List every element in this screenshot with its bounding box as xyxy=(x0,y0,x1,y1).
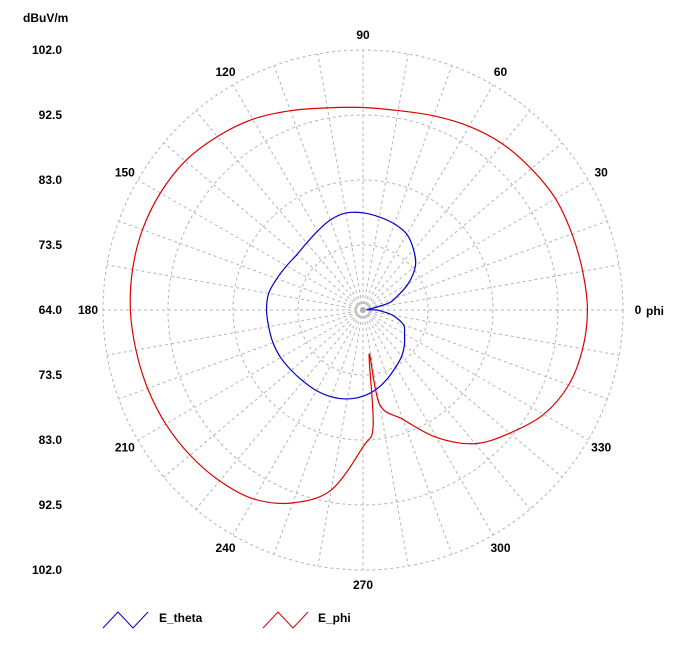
grid-spoke xyxy=(195,110,364,311)
grid-spoke xyxy=(362,110,531,311)
angle-label-150: 150 xyxy=(115,166,135,180)
grid-spoke xyxy=(362,264,620,311)
grid-spoke xyxy=(273,65,364,311)
legend-swatch-e-phi xyxy=(262,611,309,629)
grid-spoke xyxy=(163,142,364,311)
radial-tick-label: 64.0 xyxy=(39,303,63,317)
legend-label-e-phi: E_phi xyxy=(318,611,351,625)
angle-label-300: 300 xyxy=(490,541,510,555)
grid-spoke xyxy=(362,309,589,441)
grid-spoke xyxy=(273,309,364,555)
grid-spoke xyxy=(317,53,364,311)
radial-tick-label: 92.5 xyxy=(39,108,63,122)
angle-label-30: 30 xyxy=(594,166,608,180)
radial-tick-label: 83.0 xyxy=(39,433,63,447)
radial-tick-label: 102.0 xyxy=(32,563,62,577)
angle-label-270: 270 xyxy=(353,578,373,592)
grid-spoke xyxy=(195,309,364,510)
angle-label-210: 210 xyxy=(115,441,135,455)
grid-spoke xyxy=(362,142,563,311)
grid-spoke xyxy=(317,309,364,567)
grid-spoke xyxy=(362,179,589,311)
angle-label-0: 0 xyxy=(635,303,642,317)
polar-grid xyxy=(102,49,624,571)
angle-label-180: 180 xyxy=(78,303,98,317)
grid-spoke xyxy=(362,309,608,400)
grid-spoke xyxy=(232,309,364,536)
grid-spoke xyxy=(362,309,409,567)
grid-spoke xyxy=(362,309,494,536)
legend: E_theta E_phi xyxy=(102,611,351,629)
grid-spoke xyxy=(362,309,453,555)
angle-labels: 0 30 60 90 120 150 180 210 240 270 300 330 xyxy=(78,28,642,592)
radial-tick-label: 102.0 xyxy=(32,43,62,57)
grid-spoke xyxy=(362,309,620,356)
grid-ring xyxy=(232,179,494,441)
series-line-e-theta xyxy=(265,211,417,400)
grid-spoke xyxy=(163,309,364,478)
grid-ring xyxy=(297,244,429,376)
axis-label-phi: phi xyxy=(646,304,664,318)
grid-spoke xyxy=(232,84,364,311)
grid-spoke xyxy=(106,264,364,311)
radial-tick-labels: 102.0 92.5 83.0 73.5 64.0 73.5 83.0 92.5 102.0 xyxy=(32,43,62,577)
angle-label-90: 90 xyxy=(356,28,370,42)
grid-spoke xyxy=(362,65,453,311)
angle-label-330: 330 xyxy=(591,441,611,455)
legend-swatch-e-theta xyxy=(102,611,149,629)
radial-tick-label: 83.0 xyxy=(39,173,63,187)
legend-label-e-theta: E_theta xyxy=(159,611,203,625)
grid-spoke xyxy=(362,53,409,311)
radial-tick-label: 73.5 xyxy=(39,368,63,382)
angle-label-120: 120 xyxy=(215,65,235,79)
radial-tick-label: 73.5 xyxy=(39,238,63,252)
grid-spoke xyxy=(118,309,364,400)
grid-spoke xyxy=(106,309,364,356)
grid-spoke xyxy=(362,84,494,311)
grid-spoke xyxy=(137,179,364,311)
angle-label-60: 60 xyxy=(494,65,508,79)
series-line-e-phi xyxy=(129,106,589,505)
legend-item-e-phi: E_phi xyxy=(262,611,351,629)
radial-tick-label: 92.5 xyxy=(39,498,63,512)
unit-label: dBuV/m xyxy=(23,11,68,25)
grid-spoke xyxy=(137,309,364,441)
grid-spoke xyxy=(118,220,364,311)
grid-spoke xyxy=(362,309,531,510)
grid-spoke xyxy=(362,309,563,478)
legend-item-e-theta: E_theta xyxy=(102,611,203,629)
grid-spoke xyxy=(362,220,608,311)
data-series xyxy=(129,106,589,505)
angle-label-240: 240 xyxy=(215,541,235,555)
